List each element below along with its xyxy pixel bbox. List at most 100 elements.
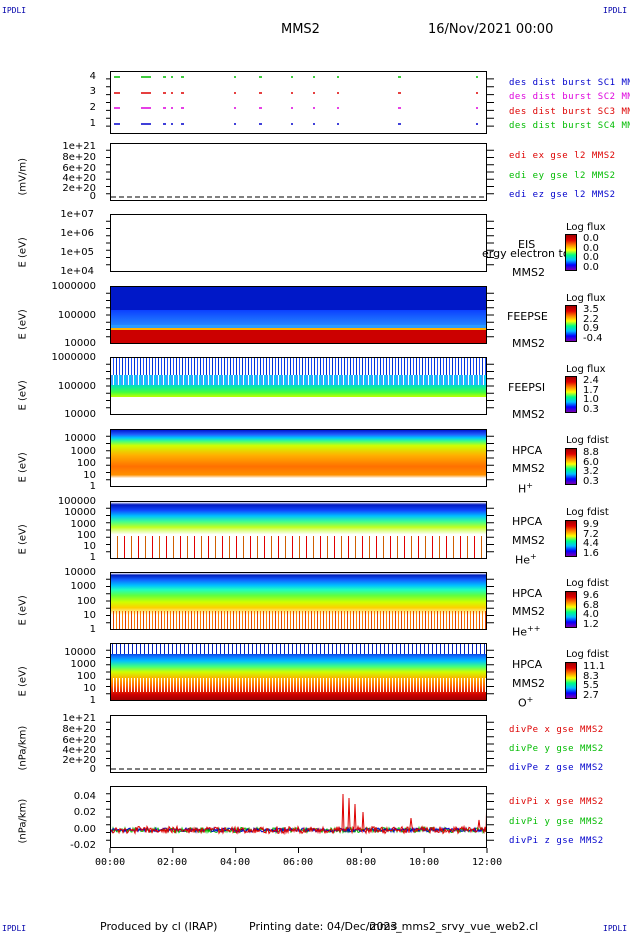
hpca-h-colorbar — [565, 448, 577, 485]
divpi-series-x — [111, 793, 486, 835]
edi-panel — [110, 143, 487, 201]
hpca-hepp-ytick: 10 — [83, 610, 96, 621]
footer-filename: mms_mms2_srvy_vue_web2.cl — [369, 920, 539, 933]
hpca-he-colorbar-title: Log fdist — [566, 507, 609, 518]
divpi-ytick: 0.02 — [73, 807, 96, 818]
eis-colorbar-title: Log flux — [566, 222, 606, 233]
edi-ytick: 2e+20 — [62, 183, 96, 194]
eis-ytick: 1e+04 — [60, 266, 94, 277]
divpi-label-x: divPi x gse MMS2 — [509, 797, 604, 807]
hpca-he-ytick: 1000 — [70, 519, 96, 530]
feepse-instrument-label: FEEPSE — [507, 310, 548, 323]
edi-label-z: edi ez gse l2 MMS2 — [509, 190, 616, 200]
feepse-spacecraft-label: MMS2 — [512, 337, 545, 350]
edi-ytick: 1e+21 — [62, 141, 96, 152]
hpca-o-cb-value: 8.3 — [583, 670, 599, 682]
des-ytick: 4 — [89, 71, 96, 82]
hpca-o-ytick: 1 — [89, 695, 96, 706]
hpca-o-ytick: 10 — [83, 683, 96, 694]
hpca-h-cb-value: 8.8 — [583, 447, 599, 458]
mission-title: MMS2 — [281, 22, 320, 37]
eis-ytick: 1e+07 — [60, 209, 94, 220]
feepse-ytick: 1000000 — [51, 281, 96, 292]
feepsi-spacecraft-label: MMS2 — [512, 408, 545, 421]
divpe-ytick: 2e+20 — [62, 755, 96, 766]
feepsi-band — [111, 375, 486, 385]
eis-cb-value: 0.0 — [583, 252, 599, 264]
eis-colorbar-values: 0.0 0.0 0.0 0.0 — [583, 234, 599, 272]
edi-label-x: edi ex gse l2 MMS2 — [509, 151, 616, 161]
feepsi-ytick: 100000 — [57, 381, 96, 392]
hpca-he-colorbar-values: 9.9 7.2 4.4 1.6 — [583, 520, 599, 558]
feepsi-cb-value: 1.7 — [583, 384, 599, 396]
hpca-hepp-colorbar-values: 9.6 6.8 4.0 1.2 — [583, 591, 599, 629]
hpca-h-colorbar-title: Log fdist — [566, 435, 609, 446]
hpca-h-ytick: 1 — [89, 481, 96, 492]
feepse-spectrogram — [110, 286, 487, 344]
feepsi-instrument-label: FEEPSI — [508, 381, 546, 394]
divpe-ytick: 6e+20 — [62, 735, 96, 746]
des-burst-panel — [110, 71, 487, 134]
hpca-he-ytick: 10000 — [64, 507, 96, 518]
hpca-hepp-low-energy-speckle — [111, 611, 486, 629]
divpe-ytick: 1e+21 — [62, 713, 96, 724]
hpca-he-species-label: He+ — [515, 552, 537, 567]
hpca-hepp-cb-value: 9.6 — [583, 590, 599, 601]
x-tick-label: 00:00 — [95, 857, 126, 868]
feepse-colorbar — [565, 305, 577, 342]
hpca-h-instrument-label: HPCA — [512, 444, 543, 457]
des-ytick: 2 — [89, 102, 96, 113]
hpca-hepp-ytick: 1 — [89, 624, 96, 635]
feepse-band — [111, 328, 486, 330]
hpca-h-cb-value: 6.0 — [583, 456, 599, 468]
hpca-he-instrument-label: HPCA — [512, 515, 543, 528]
hpca-o-colorbar — [565, 662, 577, 699]
feepse-band — [111, 287, 486, 310]
hpca-h-ytick: 100 — [76, 458, 96, 469]
hpca-o-ytick: 1000 — [70, 659, 96, 670]
eis-cb-value: 0.0 — [583, 233, 599, 244]
footer-printing-date: Printing date: 04/Dec/2023 — [249, 920, 398, 933]
footer-produced: Produced by cl (IRAP) — [100, 920, 218, 933]
feepsi-colorbar-title: Log flux — [566, 364, 606, 375]
feepsi-cb-value: 0.3 — [583, 403, 599, 415]
eis-cb-value: 0.0 — [583, 242, 599, 254]
feepsi-colorbar-values: 2.4 1.7 1.0 0.3 — [583, 376, 599, 414]
divpi-ytick: -0.02 — [70, 840, 96, 851]
hpca-hepp-cb-value: 4.0 — [583, 609, 599, 621]
feepsi-cb-value: 1.0 — [583, 394, 599, 406]
hpca-o-ytick: 10000 — [64, 647, 96, 658]
hpca-o-instrument-label: HPCA — [512, 658, 543, 671]
edi-ytick: 6e+20 — [62, 163, 96, 174]
hpca-hepp-colorbar-title: Log fdist — [566, 578, 609, 589]
divpi-panel — [110, 786, 487, 848]
divpe-label-z: divPe z gse MMS2 — [509, 763, 604, 773]
des-label-mms2: des dist burst SC2 MMS2 — [509, 92, 630, 102]
feepsi-band — [111, 397, 486, 414]
hpca-he-ytick: 10 — [83, 541, 96, 552]
hpca-he-cb-value: 1.6 — [583, 547, 599, 559]
corner-label-top-left: IPDLI — [2, 6, 27, 15]
feepsi-colorbar — [565, 376, 577, 413]
x-tick-label: 08:00 — [346, 857, 377, 868]
hpca-o-colorbar-title: Log fdist — [566, 649, 609, 660]
corner-label-bottom-left: IPDLI — [2, 924, 27, 933]
hpca-h-cb-value: 0.3 — [583, 475, 599, 487]
hpca-o-cb-value: 11.1 — [583, 661, 606, 672]
feepsi-ytick: 10000 — [64, 409, 96, 420]
hpca-he-cb-value: 7.2 — [583, 528, 599, 540]
feepsi-spectrogram — [110, 357, 487, 415]
hpca-he-cb-value: 4.4 — [583, 538, 599, 550]
hpca-o-cb-value: 2.7 — [583, 689, 599, 701]
hpca-hepp-cb-value: 1.2 — [583, 618, 599, 630]
hpca-hepp-spacecraft-label: MMS2 — [512, 605, 545, 618]
hpca-he-low-energy-speckle — [111, 536, 486, 558]
divpi-ytick: 0.00 — [73, 824, 96, 835]
hpca-h-species-label: H+ — [518, 481, 533, 496]
divpe-ytick: 8e+20 — [62, 724, 96, 735]
feepse-band — [111, 330, 486, 343]
divpi-lines — [111, 793, 486, 835]
eis-cb-value: 0.0 — [583, 261, 599, 273]
feepsi-cb-value: 2.4 — [583, 375, 599, 386]
